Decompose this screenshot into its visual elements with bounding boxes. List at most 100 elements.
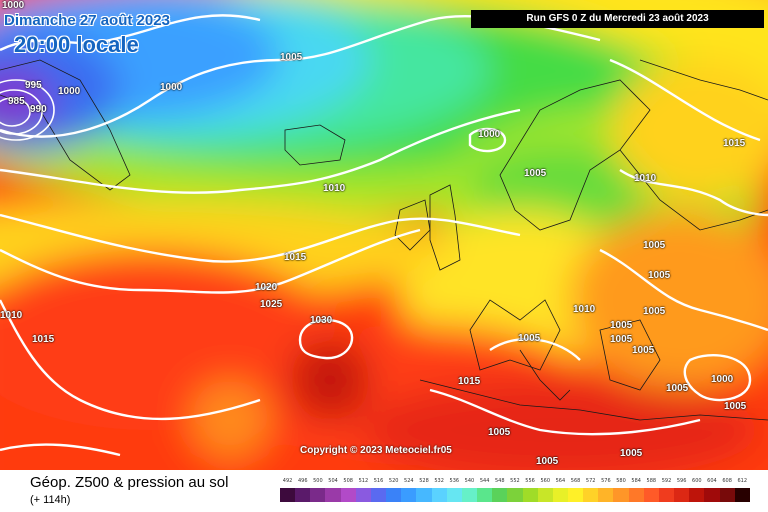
legend-label: 580 [616,478,626,484]
legend-swatch [537,488,553,502]
legend-label: 564 [555,478,566,484]
legend-swatch [522,488,538,502]
isobar-label: 1005 [643,306,666,317]
legend-label: 536 [449,478,460,484]
legend-label: 592 [661,478,672,484]
legend-label: 496 [297,478,308,484]
forecast-date: Dimanche 27 août 2023 [4,12,170,29]
low-pressure-rings [0,79,55,141]
model-run-info: Run GFS 0 Z du Mercredi 23 août 2023 [471,10,764,28]
legend-swatch [552,488,568,502]
legend-swatch [567,488,584,502]
isobar-label: 1005 [536,456,559,467]
legend-label: 572 [585,478,596,484]
legend-label: 552 [510,478,520,484]
legend-swatch [295,488,311,502]
legend-label: 568 [570,478,581,484]
legend-swatch [492,488,508,502]
legend-swatch [310,488,326,502]
isobar-label: 1000 [160,82,183,93]
isobar-label: 1005 [666,383,689,394]
legend-swatch [689,488,705,502]
isobar-label: 1015 [458,376,481,387]
legend-label: 532 [434,478,444,484]
legend-label: 516 [373,478,384,484]
isobar-label: 1030 [310,315,333,326]
legend-swatch [643,488,659,502]
isobar-label: 1000 [711,374,734,385]
geopotential-field [0,0,768,470]
isobar-label: 985 [8,96,25,107]
legend-label: 576 [601,478,611,484]
forecast-lead-time: (+ 114h) [30,494,71,506]
legend-label: 584 [631,478,641,484]
map-title: Géop. Z500 & pression au sol [30,474,229,491]
legend-swatch [734,488,750,502]
legend-swatch [355,488,371,502]
legend-swatch [583,488,599,502]
legend-label: 612 [737,478,748,484]
isobar-label: 1015 [284,252,307,263]
legend-swatch [446,488,462,502]
isobar-label: 1005 [643,240,666,251]
isobar-label: 1015 [723,138,746,149]
isobar-label: 1020 [255,282,278,293]
legend-label: 492 [282,478,293,484]
legend-swatch [401,488,417,502]
legend-label: 548 [494,478,505,484]
legend-swatch [477,488,493,502]
isobar-label: 1005 [488,427,511,438]
forecast-local-time: 20:00 locale [14,32,139,57]
copyright-notice: Copyright © 2023 Meteociel.fr05 [300,445,452,456]
isobar-label: 1005 [632,345,655,356]
weather-map: Dimanche 27 août 2023 20:00 locale Run G… [0,0,768,470]
isobar-label: 1025 [260,299,283,310]
legend-label: 588 [646,478,657,484]
isobar-label: 1015 [32,334,55,345]
isobar-label: 1000 [2,0,25,11]
legend-label: 560 [540,478,550,484]
isobar-label: 1000 [58,86,81,97]
legend-swatch [370,488,387,502]
isobars [0,14,768,457]
legend-label: 504 [328,478,338,484]
legend-swatch [461,488,478,502]
isobar-label: 1010 [323,183,346,194]
map-footer: Géop. Z500 & pression au sol (+ 114h) 49… [0,470,768,512]
isobar-label: 1005 [518,333,541,344]
isobar-label: 1010 [573,304,596,315]
legend-swatch [416,488,432,502]
isobar-label: 1010 [634,173,657,184]
isobar-label: 1005 [524,168,547,179]
legend-label: 604 [707,478,717,484]
legend-swatch [704,488,720,502]
legend-swatch [280,488,296,502]
legend-label: 544 [479,478,490,484]
legend-swatch [431,488,447,502]
isobar-label: 1005 [648,270,671,281]
legend-swatch [628,488,644,502]
map-canvas [0,0,768,470]
isobar-label: 990 [30,104,47,115]
legend-label: 596 [676,478,687,484]
legend-swatches [280,488,750,502]
legend-swatch [613,488,629,502]
legend-swatch [386,488,402,502]
legend-label: 524 [404,478,414,484]
isobar-label: 1005 [610,334,633,345]
legend-label: 556 [525,478,535,484]
legend-swatch [340,488,356,502]
isobar-label: 995 [25,80,42,91]
legend-label: 600 [692,478,702,484]
isobar-label: 1000 [478,129,501,140]
legend-label: 500 [313,478,323,484]
isobar-label: 1005 [724,401,747,412]
legend-swatch [598,488,614,502]
legend-swatch [325,488,341,502]
legend-label: 608 [722,478,732,484]
legend-labels: 492 496 500 504 508 512 516 520 524 528 532 536 540 5… [280,478,750,484]
legend-swatch [658,488,675,502]
legend-label: 540 [464,478,475,484]
color-scale-legend: 492 496 500 504 508 512 516 520 524 528 532 536 540 5… [280,478,750,508]
legend-label: 528 [419,478,429,484]
